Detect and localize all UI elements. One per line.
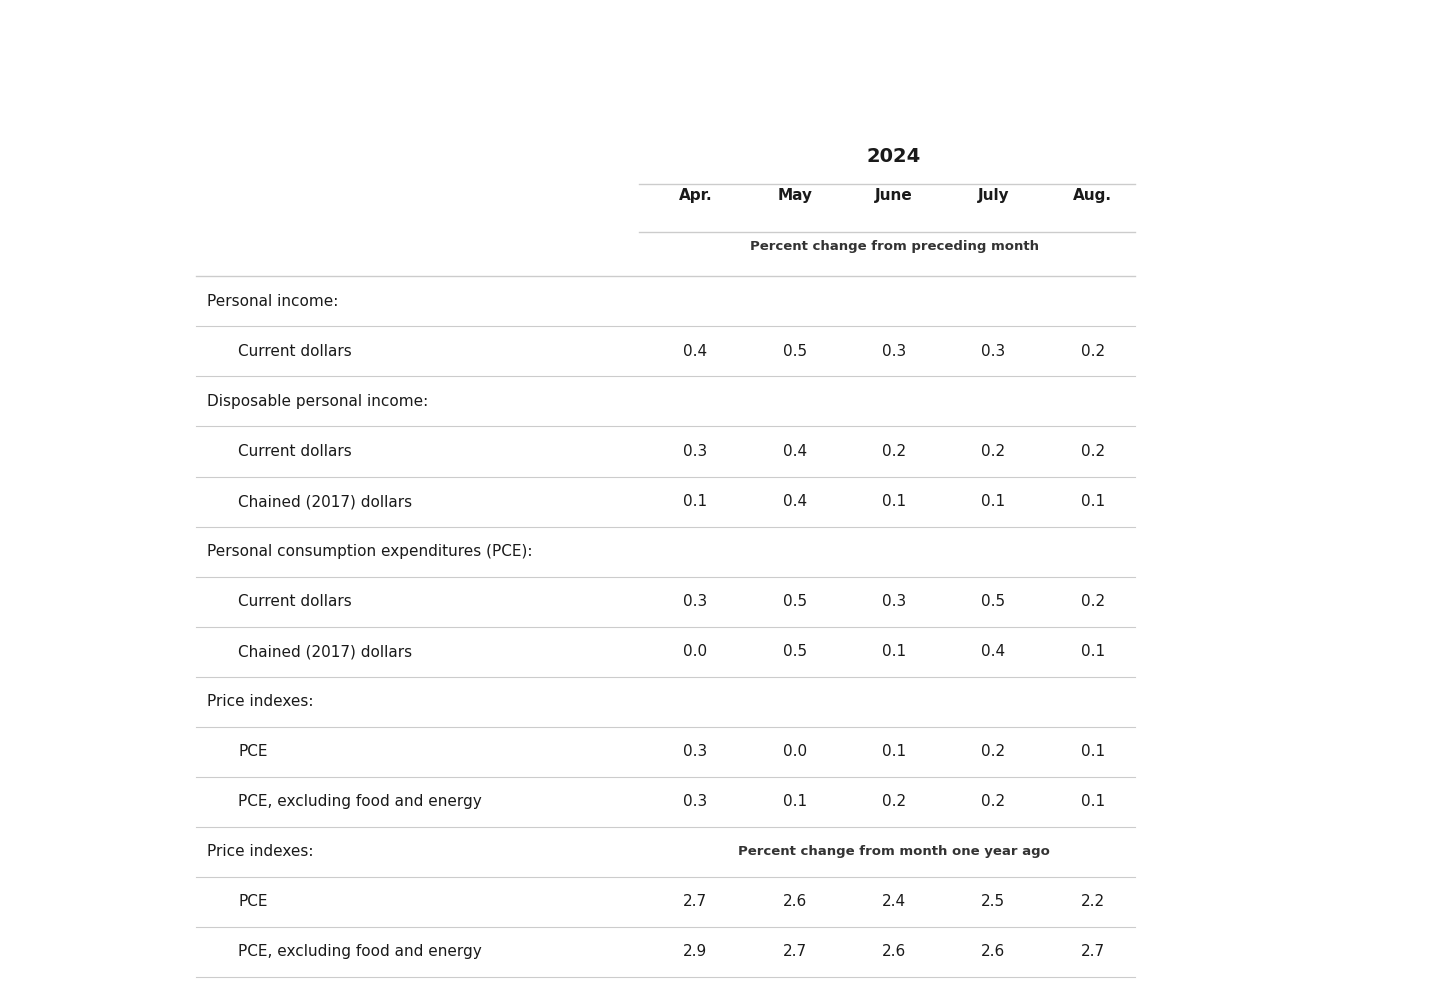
- Text: 0.1: 0.1: [1080, 494, 1105, 509]
- Text: 0.1: 0.1: [981, 494, 1006, 509]
- Text: PCE, excluding food and energy: PCE, excluding food and energy: [239, 794, 482, 809]
- Text: Price indexes:: Price indexes:: [207, 694, 313, 709]
- Text: 0.1: 0.1: [882, 644, 906, 659]
- Text: 0.2: 0.2: [981, 444, 1006, 459]
- Text: PCE: PCE: [239, 894, 268, 909]
- Text: 0.5: 0.5: [981, 594, 1006, 609]
- Text: Percent change from preceding month: Percent change from preceding month: [750, 240, 1038, 253]
- Text: 2.5: 2.5: [981, 894, 1006, 909]
- Text: 0.5: 0.5: [783, 344, 807, 359]
- Text: 2024: 2024: [866, 147, 922, 166]
- Text: 0.4: 0.4: [683, 344, 708, 359]
- Text: 0.3: 0.3: [683, 594, 708, 609]
- Text: Current dollars: Current dollars: [239, 444, 352, 459]
- Text: 0.2: 0.2: [1080, 594, 1105, 609]
- Text: 0.1: 0.1: [1080, 794, 1105, 809]
- Text: 2.4: 2.4: [882, 894, 906, 909]
- Text: Current dollars: Current dollars: [239, 594, 352, 609]
- Text: Disposable personal income:: Disposable personal income:: [207, 394, 428, 409]
- Text: Percent change from month one year ago: Percent change from month one year ago: [738, 845, 1050, 858]
- Text: June: June: [875, 188, 913, 203]
- Text: 2.6: 2.6: [981, 944, 1006, 959]
- Text: 0.2: 0.2: [882, 794, 906, 809]
- Text: 2.7: 2.7: [1080, 944, 1105, 959]
- Text: 0.2: 0.2: [981, 794, 1006, 809]
- Text: 0.1: 0.1: [1080, 644, 1105, 659]
- Text: 0.5: 0.5: [783, 594, 807, 609]
- Text: 0.2: 0.2: [1080, 344, 1105, 359]
- Text: Personal consumption expenditures (PCE):: Personal consumption expenditures (PCE):: [207, 544, 533, 559]
- Text: Apr.: Apr.: [678, 188, 712, 203]
- Text: 0.1: 0.1: [1080, 744, 1105, 759]
- Text: Chained (2017) dollars: Chained (2017) dollars: [239, 644, 412, 659]
- Text: Price indexes:: Price indexes:: [207, 844, 313, 859]
- Text: May: May: [778, 188, 812, 203]
- Text: 2.2: 2.2: [1080, 894, 1105, 909]
- Text: 0.3: 0.3: [683, 794, 708, 809]
- Text: 2.7: 2.7: [683, 894, 708, 909]
- Text: 0.3: 0.3: [981, 344, 1006, 359]
- Text: Aug.: Aug.: [1073, 188, 1112, 203]
- Text: 0.2: 0.2: [981, 744, 1006, 759]
- Text: Chained (2017) dollars: Chained (2017) dollars: [239, 494, 412, 509]
- Text: 0.3: 0.3: [882, 344, 906, 359]
- Text: 2.6: 2.6: [782, 894, 807, 909]
- Text: 0.4: 0.4: [783, 494, 807, 509]
- Text: 0.1: 0.1: [683, 494, 708, 509]
- Text: 0.3: 0.3: [683, 744, 708, 759]
- Text: PCE, excluding food and energy: PCE, excluding food and energy: [239, 944, 482, 959]
- Text: 0.5: 0.5: [783, 644, 807, 659]
- Text: 0.3: 0.3: [882, 594, 906, 609]
- Text: 0.0: 0.0: [683, 644, 708, 659]
- Text: Personal income:: Personal income:: [207, 294, 338, 309]
- Text: 0.4: 0.4: [981, 644, 1006, 659]
- Text: 0.4: 0.4: [783, 444, 807, 459]
- Text: 0.1: 0.1: [783, 794, 807, 809]
- Text: 2.9: 2.9: [683, 944, 708, 959]
- Text: 0.1: 0.1: [882, 744, 906, 759]
- Text: July: July: [977, 188, 1009, 203]
- Text: 0.2: 0.2: [882, 444, 906, 459]
- Text: Current dollars: Current dollars: [239, 344, 352, 359]
- Text: 2.6: 2.6: [882, 944, 906, 959]
- Text: 0.3: 0.3: [683, 444, 708, 459]
- Text: PCE: PCE: [239, 744, 268, 759]
- Text: 0.1: 0.1: [882, 494, 906, 509]
- Text: 2.7: 2.7: [783, 944, 807, 959]
- Text: 0.2: 0.2: [1080, 444, 1105, 459]
- Text: 0.0: 0.0: [783, 744, 807, 759]
